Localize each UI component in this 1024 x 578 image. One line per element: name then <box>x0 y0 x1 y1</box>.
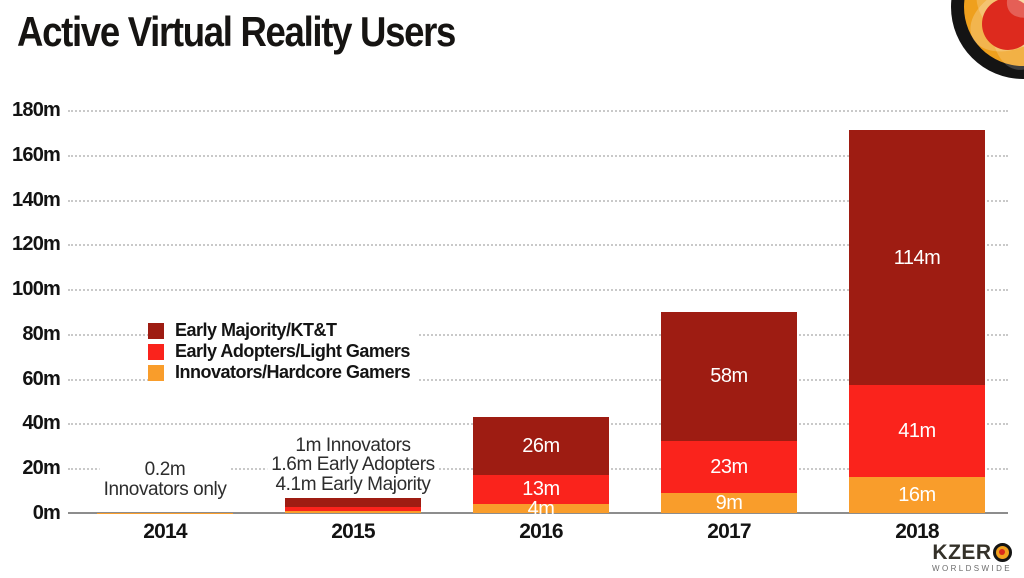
bar-2016: 4m 13m 26m <box>473 416 609 520</box>
y-axis-tick-label: 120m <box>12 233 61 256</box>
legend-label: Early Majority/KT&T <box>175 320 337 340</box>
kzero-wordmark-text: KZER <box>932 541 992 564</box>
x-axis-label-2016: 2016 <box>519 520 563 543</box>
legend-item: Innovators/Hardcore Gamers <box>148 362 411 383</box>
gridline <box>68 378 1008 381</box>
bar-segment <box>661 441 797 493</box>
x-axis-label-2018: 2018 <box>895 520 939 543</box>
y-axis-tick-label: 60m <box>22 367 60 390</box>
gridline <box>68 199 1008 202</box>
bar-segment <box>473 474 609 505</box>
bar-segment <box>661 311 797 442</box>
bar-segment <box>285 510 421 513</box>
kzero-o-icon <box>992 543 1012 562</box>
annotation-2014: 0.2m Innovators only <box>99 459 231 500</box>
legend-swatch-icon <box>148 343 164 360</box>
legend-label: Early Adopters/Light Gamers <box>175 341 410 361</box>
y-axis-tick-label: 0m <box>32 502 61 524</box>
bar-segment <box>661 492 797 513</box>
gridline <box>68 244 1008 247</box>
gridline <box>68 154 1008 157</box>
bar-segment <box>285 498 421 508</box>
annotation-line: 1m Innovators <box>295 434 411 456</box>
annotation-line: Innovators only <box>103 478 227 500</box>
page-title: Active Virtual Reality Users <box>17 8 456 55</box>
kzero-footer-logo: KZER WORLDSWIDE <box>932 542 1012 573</box>
x-axis-line <box>68 512 1008 514</box>
y-axis-tick-label: 80m <box>22 322 60 345</box>
legend-item: Early Adopters/Light Gamers <box>148 341 410 362</box>
annotation-2015: 1m Innovators 1.6m Early Adopters 4.1m Ear… <box>267 434 439 495</box>
gridline <box>68 333 1008 336</box>
y-axis-tick-label: 40m <box>22 412 60 435</box>
y-axis-tick-label: 100m <box>12 278 61 301</box>
chart-legend: Early Majority/KT&T Early Adopters/Light … <box>148 319 419 384</box>
gridline <box>68 289 1008 292</box>
x-axis-label-2017: 2017 <box>707 520 751 543</box>
kzero-tagline: WORLDSWIDE <box>932 564 1012 573</box>
bar-segment <box>285 507 421 511</box>
bar-segment <box>473 416 609 475</box>
bar-segment <box>849 130 985 386</box>
bar-segment <box>849 477 985 513</box>
gridline <box>68 110 1008 112</box>
bar-2015 <box>285 498 421 513</box>
annotation-line: 0.2m <box>144 459 186 480</box>
bar-segment <box>849 385 985 478</box>
bar-2018: 16m 41m 114m <box>849 130 985 513</box>
legend-label: Innovators/Hardcore Gamers <box>175 362 411 382</box>
kzero-wordmark: KZER <box>932 542 1012 563</box>
y-axis-tick-label: 20m <box>22 457 60 480</box>
y-axis-tick-label: 140m <box>12 188 61 211</box>
legend-swatch-icon <box>148 364 164 381</box>
x-axis-label-2015: 2015 <box>331 520 375 543</box>
annotation-line: 4.1m Early Majority <box>275 473 431 495</box>
bar-2017: 9m 23m 58m <box>661 311 797 514</box>
y-axis-tick-label: 160m <box>12 143 61 166</box>
x-axis-label-2014: 2014 <box>143 520 187 543</box>
bar-segment <box>473 504 609 513</box>
annotation-line: 1.6m Early Adopters <box>271 454 435 475</box>
legend-swatch-icon <box>148 322 164 339</box>
y-axis-tick-label: 180m <box>12 99 61 121</box>
legend-item: Early Majority/KT&T <box>148 320 410 341</box>
